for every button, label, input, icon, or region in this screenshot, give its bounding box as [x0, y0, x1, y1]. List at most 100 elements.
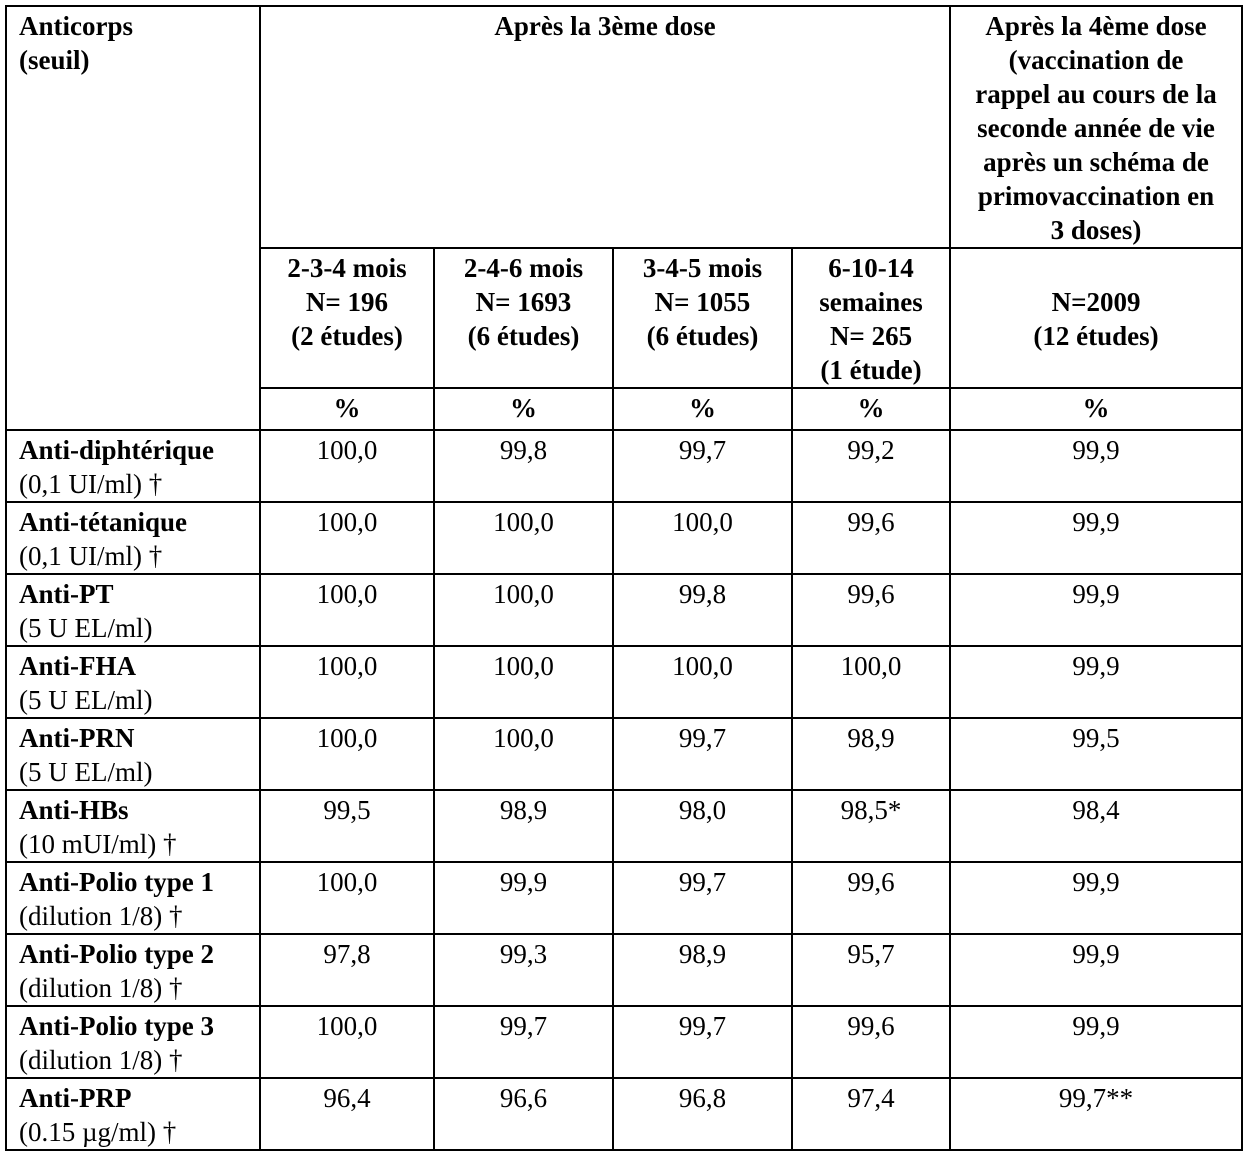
- table-row: Anti-HBs (10 mUI/ml) † 99,5 98,9 98,0 98,5* 9…: [5, 789, 1244, 863]
- antibody-response-table: Anticorps (seuil) Après la 3ème dose Apr…: [5, 5, 1244, 1151]
- value-cell: 100,0: [612, 501, 793, 575]
- after-dose4-header: Après la 4ème dose (vaccination de rappe…: [949, 5, 1244, 249]
- antibody-name: Anti-Polio type 2: [19, 939, 214, 969]
- table-row: Anti-PRP (0.15 µg/ml) † 96,4 96,6 96,8 97,4 9…: [5, 1077, 1244, 1151]
- table-row: Anti-FHA (5 U EL/ml) 100,0 100,0 100,0 100,0…: [5, 645, 1244, 719]
- value-cell: 100,0: [259, 501, 435, 575]
- after-dose4-line: (vaccination de: [1008, 45, 1184, 75]
- table-row: Anti-tétanique (0,1 UI/ml) † 100,0 100,0 10…: [5, 501, 1244, 575]
- percent-value: 99,9: [1072, 867, 1120, 897]
- value-cell: 100,0: [259, 573, 435, 647]
- value-cell: 99,7: [612, 717, 793, 791]
- percent-value: 96,6: [499, 1083, 548, 1113]
- percent-value: 98,9: [499, 795, 548, 825]
- percent-value: 99,9: [1072, 939, 1120, 969]
- group-line: (6 études): [467, 321, 580, 351]
- percent-value: 100,0: [316, 435, 378, 465]
- value-cell: 98,9: [790, 717, 952, 791]
- after-dose4-line: seconde année de vie: [977, 113, 1215, 143]
- percent-value: 99,7: [678, 1011, 727, 1041]
- unit-header: %: [790, 387, 952, 431]
- after-dose4-line: après un schéma de: [983, 147, 1209, 177]
- value-cell: 98,9: [433, 789, 614, 863]
- antibody-threshold: (0.15 µg/ml) †: [19, 1117, 177, 1147]
- value-cell: 100,0: [790, 645, 952, 719]
- value-cell: 98,5*: [790, 789, 952, 863]
- group-line: (2 études): [291, 321, 403, 351]
- percent-value: 100,0: [316, 867, 378, 897]
- value-cell: 98,4: [949, 789, 1244, 863]
- group-line: 2-4-6 mois: [463, 253, 584, 283]
- value-cell: 100,0: [259, 429, 435, 503]
- group-line: N=2009: [1051, 287, 1141, 317]
- unit-header: %: [949, 387, 1244, 431]
- percent-value: 99,3: [499, 939, 548, 969]
- group-line: N= 1055: [654, 287, 751, 317]
- unit-label: %: [510, 393, 537, 423]
- value-cell: 100,0: [433, 573, 614, 647]
- group-header-3-4-5: 3-4-5 mois N= 1055 (6 études): [612, 247, 793, 389]
- after-dose4-line: 3 doses): [1050, 215, 1142, 245]
- antibody-threshold: (5 U EL/ml): [19, 757, 153, 787]
- value-cell: 99,8: [433, 429, 614, 503]
- value-cell: 100,0: [433, 717, 614, 791]
- percent-value: 100,0: [493, 651, 554, 681]
- value-cell: 97,8: [259, 933, 435, 1007]
- value-cell: 99,6: [790, 1005, 952, 1079]
- antibody-threshold: (dilution 1/8) †: [19, 973, 183, 1003]
- percent-value: 96,4: [323, 1083, 371, 1113]
- antibody-cell: Anti-tétanique (0,1 UI/ml) †: [5, 501, 261, 575]
- group-line: N= 1693: [475, 287, 572, 317]
- percent-value: 100,0: [840, 651, 902, 681]
- value-cell: 99,9: [949, 501, 1244, 575]
- value-cell: 99,8: [612, 573, 793, 647]
- after-dose4-line: Après la 4ème dose: [985, 11, 1207, 41]
- antibody-cell: Anti-diphtérique (0,1 UI/ml) †: [5, 429, 261, 503]
- percent-value: 99,7: [678, 867, 727, 897]
- percent-value: 99,7: [678, 723, 727, 753]
- percent-value: 100,0: [493, 579, 554, 609]
- antibody-threshold: (0,1 UI/ml) †: [19, 469, 163, 499]
- antibody-threshold: (10 mUI/ml) †: [19, 829, 177, 859]
- antibody-header-cell: Anticorps (seuil): [5, 5, 261, 431]
- percent-value: 100,0: [316, 579, 378, 609]
- value-cell: 99,7: [612, 861, 793, 935]
- value-cell: 99,7: [433, 1005, 614, 1079]
- percent-value: 98,4: [1072, 795, 1120, 825]
- percent-value: 98,9: [847, 723, 895, 753]
- unit-header: %: [259, 387, 435, 431]
- antibody-cell: Anti-PRP (0.15 µg/ml) †: [5, 1077, 261, 1151]
- percent-value: 100,0: [493, 723, 554, 753]
- percent-value: 96,8: [678, 1083, 727, 1113]
- table-row: Anti-Polio type 2 (dilution 1/8) † 97,8 99…: [5, 933, 1244, 1007]
- antibody-threshold: (dilution 1/8) †: [19, 1045, 183, 1075]
- antibody-threshold: (5 U EL/ml): [19, 685, 153, 715]
- table-row: Anti-Polio type 3 (dilution 1/8) † 100,0 9…: [5, 1005, 1244, 1079]
- group-line: semaines: [819, 287, 923, 317]
- percent-value: 98,0: [678, 795, 727, 825]
- table-row: Anti-Polio type 1 (dilution 1/8) † 100,0 9…: [5, 861, 1244, 935]
- percent-value: 100,0: [672, 651, 733, 681]
- percent-value: 100,0: [316, 507, 378, 537]
- antibody-name: Anti-PT: [19, 579, 114, 609]
- value-cell: 100,0: [433, 501, 614, 575]
- group-header-dose4: N=2009 (12 études): [949, 247, 1244, 389]
- antibody-name: Anti-diphtérique: [19, 435, 215, 465]
- value-cell: 99,5: [259, 789, 435, 863]
- antibody-cell: Anti-Polio type 3 (dilution 1/8) †: [5, 1005, 261, 1079]
- table-row: Anti-PRN (5 U EL/ml) 100,0 100,0 99,7 98,9 99…: [5, 717, 1244, 791]
- after-dose4-line: primovaccination en: [977, 181, 1215, 211]
- percent-value: 99,2: [847, 435, 895, 465]
- value-cell: 96,8: [612, 1077, 793, 1151]
- group-line: N= 265: [829, 321, 913, 351]
- value-cell: 100,0: [612, 645, 793, 719]
- group-line: N= 196: [305, 287, 389, 317]
- percent-value: 100,0: [316, 651, 378, 681]
- percent-value: 99,9: [1072, 1011, 1120, 1041]
- percent-value: 99,8: [499, 435, 548, 465]
- percent-value: 97,4: [847, 1083, 895, 1113]
- value-cell: 99,9: [949, 861, 1244, 935]
- value-cell: 98,9: [612, 933, 793, 1007]
- antibody-name: Anti-PRP: [19, 1083, 132, 1113]
- antibody-cell: Anti-HBs (10 mUI/ml) †: [5, 789, 261, 863]
